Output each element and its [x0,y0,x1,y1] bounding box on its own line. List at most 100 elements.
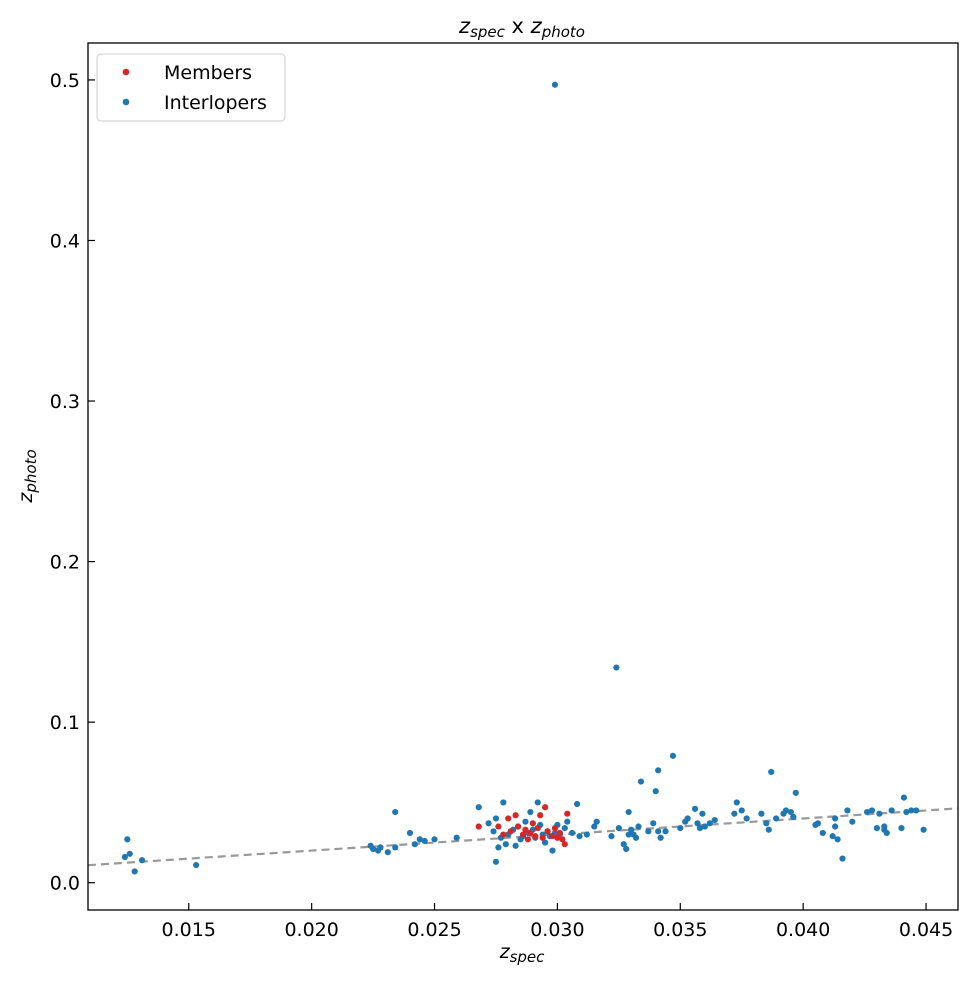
legend-marker-interlopers [122,98,130,106]
interlopers-point [655,828,662,835]
members-point [564,810,571,817]
interlopers-point [492,858,500,865]
interlopers-point [888,807,895,814]
interlopers-point [920,826,927,833]
interlopers-point [591,823,598,830]
interlopers-point [411,841,418,848]
interlopers-point [834,836,841,843]
interlopers-point [527,808,534,816]
members-point [532,833,539,840]
interlopers-point [573,800,581,808]
x-axis-label: zspec [499,941,546,966]
interlopers-point [495,844,502,851]
members-point [554,834,561,841]
members-point [544,828,551,835]
interlopers-point [696,825,704,832]
interlopers-point [564,818,571,825]
interlopers-point [534,799,541,806]
x-tick-label: 0.030 [530,919,584,941]
members-point [534,825,541,832]
interlopers-point [677,825,684,832]
interlopers-point [650,820,657,827]
interlopers-point [763,820,770,827]
interlopers-point [608,833,615,840]
interlopers-point [883,829,890,837]
interlopers-point [898,825,905,832]
interlopers-point [873,825,881,832]
members-point [512,812,519,819]
interlopers-point [790,813,797,820]
interlopers-point [839,855,846,862]
interlopers-point [377,844,384,851]
interlopers-point [699,810,706,817]
interlopers-point [549,847,556,854]
interlopers-point [662,828,669,835]
members-point [559,836,566,843]
interlopers-point [615,825,622,832]
members-point [519,831,527,838]
interlopers-point [829,833,836,840]
interlopers-point [431,836,438,843]
interlopers-point [844,807,851,814]
interlopers-point [625,831,632,838]
interlopers-point [652,788,659,795]
interlopers-point [711,816,718,824]
interlopers-point [475,804,482,811]
legend: Members Interlopers [96,53,286,122]
interlopers-point [669,752,677,759]
interlopers-point [768,768,775,776]
interlopers-point [814,820,822,827]
interlopers-point [701,823,708,830]
interlopers-point [406,829,414,837]
interlopers-point [421,837,428,845]
y-axis-ticks: 0.0 0.1 0.2 0.3 0.4 0.5 [50,70,95,895]
members-point [542,804,549,811]
interlopers-point [623,845,630,853]
interlopers-point [819,829,826,837]
interlopers-point [561,825,568,832]
y-tick-label: 0.5 [50,70,80,92]
interlopers-point [131,868,138,875]
chart-title: zspec x zphoto [458,14,585,41]
members-point [522,826,529,833]
interlopers-point [392,808,399,816]
interlopers-point [613,664,620,671]
interlopers-point [369,845,377,853]
members-point [551,825,559,832]
interlopers-point [384,849,391,856]
interlopers-point [637,778,645,785]
interlopers-point [502,841,509,848]
interlopers-point [500,799,507,806]
members-point [549,833,556,840]
interlopers-point [868,807,876,814]
members-point [537,812,544,819]
interlopers-point [551,81,559,88]
interlopers-point [569,829,576,837]
y-tick-label: 0.0 [50,873,80,895]
interlopers-point [512,842,519,849]
interlopers-point [684,815,691,822]
interlopers-point [913,807,920,814]
legend-marker-members [122,68,130,76]
interlopers-point [903,808,910,816]
interlopers-point [126,850,133,857]
interlopers-point [124,836,131,843]
members-point [529,820,536,827]
x-tick-label: 0.045 [899,919,953,941]
interlopers-point [900,794,908,801]
x-tick-label: 0.040 [776,919,830,941]
x-tick-label: 0.035 [653,919,707,941]
members-point [514,823,522,830]
interlopers-point [193,861,200,869]
interlopers-point [849,818,856,825]
members-point [495,823,502,830]
interlopers-point [522,818,529,825]
interlopers-point [620,841,627,848]
interlopers-point [782,807,790,814]
x-tick-label: 0.015 [162,919,216,941]
interlopers-point [908,807,915,814]
interlopers-point [392,844,399,851]
interlopers-point [138,857,146,864]
members-point [539,834,546,841]
interlopers-point [876,810,883,817]
